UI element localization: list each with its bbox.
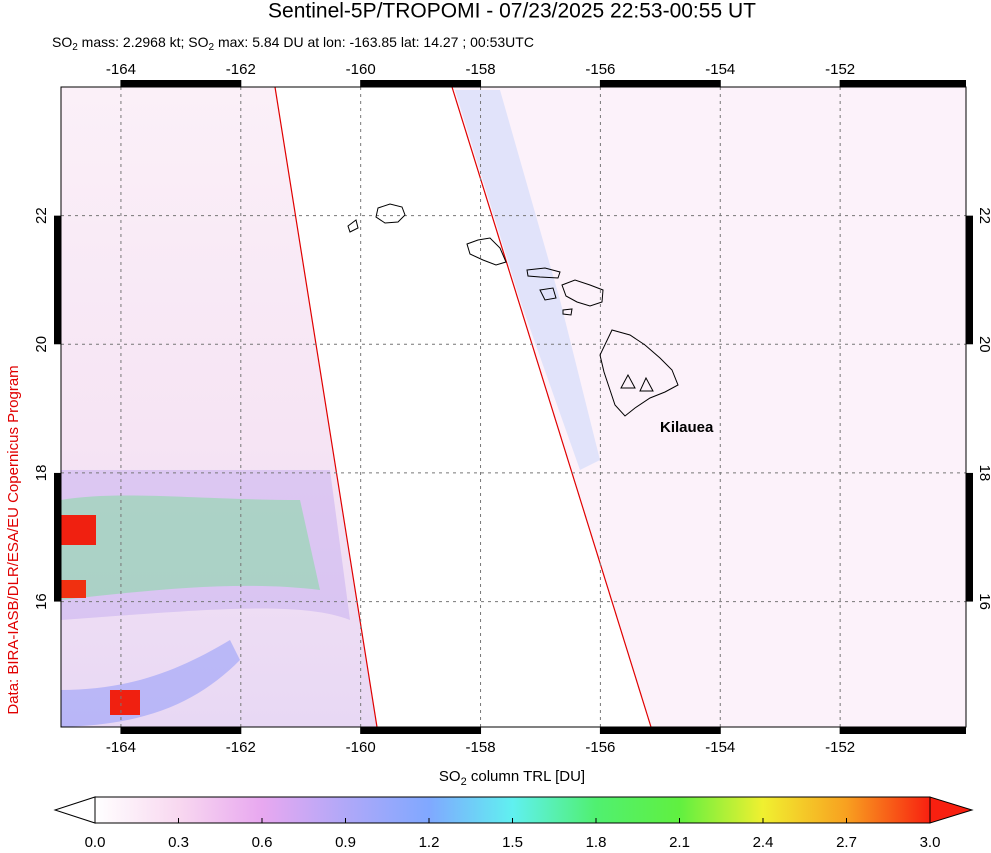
x-tick-label: -156 xyxy=(585,739,615,756)
plume xyxy=(61,495,320,600)
subtitle-part: SO xyxy=(52,34,72,50)
plume xyxy=(61,580,86,598)
x-tick-label: -158 xyxy=(466,739,496,756)
y-tick-label: 20 xyxy=(33,336,50,353)
colorbar-label-part: column TRL [DU] xyxy=(467,768,585,785)
colorbar-high xyxy=(929,796,974,824)
y-tick-label: 22 xyxy=(976,207,991,224)
colorbar-low xyxy=(53,796,96,824)
colorbar-tick-label: 0.0 xyxy=(85,834,106,851)
colorbar-tick-label: 0.3 xyxy=(168,834,189,851)
data-gap xyxy=(275,87,651,727)
y-tick-label: 16 xyxy=(976,593,991,610)
y-tick-label: 22 xyxy=(33,207,50,224)
x-tick-label: -164 xyxy=(106,61,136,78)
subtitle: SO2 mass: 2.2968 kt; SO2 max: 5.84 DU at… xyxy=(52,34,534,53)
frame-band xyxy=(966,472,973,602)
x-tick-label: -162 xyxy=(226,739,256,756)
colorbar-tick-label: 2.7 xyxy=(836,834,857,851)
grid xyxy=(61,87,966,727)
y-tick-label: 20 xyxy=(976,336,991,353)
x-tick-label: -154 xyxy=(705,61,735,78)
island-kauai xyxy=(375,203,406,224)
frame-band xyxy=(360,80,481,87)
colorbar-tick-label: 0.6 xyxy=(252,834,273,851)
island-kahoolawe xyxy=(562,308,573,316)
x-tick-label: -160 xyxy=(346,739,376,756)
volcano-marker xyxy=(639,376,654,392)
y-tick-label: 18 xyxy=(33,465,50,482)
frame-band xyxy=(600,727,721,734)
credit: Data: BIRA-IASB/DLR/ESA/EU Copernicus Pr… xyxy=(5,365,22,714)
island-lanai xyxy=(539,287,557,301)
frame-band xyxy=(966,215,973,345)
colorbar-tick-label: 1.2 xyxy=(419,834,440,851)
plume xyxy=(61,470,350,620)
frame-band xyxy=(360,727,481,734)
subtitle-part: mass: 2.2968 kt; SO xyxy=(78,34,209,50)
colorbar-tick-label: 3.0 xyxy=(920,834,941,851)
island-niihau xyxy=(347,219,359,233)
frame-band xyxy=(54,472,61,602)
island-hawaii xyxy=(599,329,679,417)
frame-band xyxy=(840,727,966,734)
colorbar-tick-label: 2.4 xyxy=(753,834,774,851)
plume xyxy=(61,640,240,727)
colorbar-tick-label: 1.5 xyxy=(502,834,523,851)
island-oahu xyxy=(466,237,507,266)
colorbar-label-part: SO xyxy=(439,768,461,785)
colorbar-label-part: 2 xyxy=(461,776,467,788)
volcano-marker xyxy=(620,373,636,389)
axes: -164 -164 -162 -162 -160 -160 -158 -158 -156 -156… xyxy=(33,61,991,756)
colorbar-tick-label: 2.1 xyxy=(669,834,690,851)
swath-edge xyxy=(274,86,378,728)
colorbar-tick-label: 0.9 xyxy=(335,834,356,851)
frame-band xyxy=(600,80,721,87)
swath-edge xyxy=(451,86,652,728)
x-tick-label: -162 xyxy=(226,61,256,78)
subtitle-part: 2 xyxy=(72,42,78,53)
plume xyxy=(61,515,96,545)
x-tick-label: -154 xyxy=(705,739,735,756)
plume xyxy=(110,690,140,715)
plume xyxy=(455,90,600,470)
x-tick-label: -156 xyxy=(585,61,615,78)
island-molokai xyxy=(526,267,561,279)
frame-band xyxy=(840,80,966,87)
frame-band xyxy=(54,215,61,345)
subtitle-part: max: 5.84 DU at lon: -163.85 lat: 14.27 … xyxy=(214,34,534,50)
coastlines xyxy=(347,203,679,417)
colorbar: 0.0 0.3 0.6 0.9 1.2 1.5 1.8 2.1 2.4 2.7 3.0 xyxy=(53,796,974,851)
x-tick-label: -152 xyxy=(825,61,855,78)
x-tick-label: -152 xyxy=(825,739,855,756)
y-tick-label: 18 xyxy=(976,465,991,482)
frame-band xyxy=(120,727,241,734)
plot-frame xyxy=(60,86,967,728)
subtitle-part: 2 xyxy=(209,42,215,53)
plot-background xyxy=(61,86,966,728)
x-tick-label: -158 xyxy=(466,61,496,78)
colorbar-label: SO2 column TRL [DU] xyxy=(439,768,585,788)
island-maui xyxy=(561,279,604,307)
x-tick-label: -164 xyxy=(106,739,136,756)
frame-band xyxy=(120,80,241,87)
swath-right xyxy=(452,87,966,727)
colorbar-tick-label: 1.8 xyxy=(586,834,607,851)
y-tick-label: 16 xyxy=(33,593,50,610)
title: Sentinel-5P/TROPOMI - 07/23/2025 22:53-0… xyxy=(268,0,756,23)
x-tick-label: -160 xyxy=(346,61,376,78)
volcano-label: Kilauea xyxy=(660,419,714,436)
